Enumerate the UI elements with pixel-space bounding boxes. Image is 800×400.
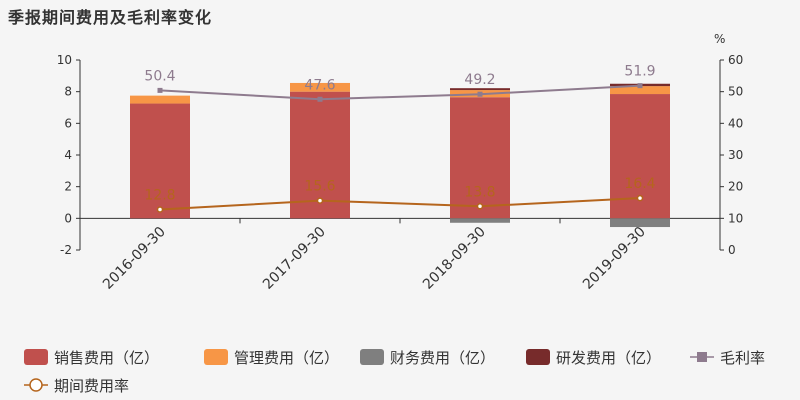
left-tick-label: 10: [57, 53, 72, 67]
left-tick-label: 8: [64, 85, 72, 99]
data-label: 49.2: [464, 72, 495, 88]
legend-swatch-marker: [697, 352, 707, 362]
line-marker: [636, 194, 644, 202]
data-label: 47.6: [304, 77, 335, 93]
data-label: 51.9: [624, 64, 655, 80]
right-tick-label: 10: [728, 211, 743, 225]
legend-label: 管理费用（亿）: [234, 349, 339, 367]
data-label: 15.6: [304, 179, 335, 195]
right-tick-label: 50: [728, 85, 743, 99]
line-marker: [316, 197, 324, 204]
legend-label: 销售费用（亿）: [54, 349, 159, 367]
left-tick-label: 0: [64, 211, 72, 225]
line-marker: [476, 203, 484, 210]
line-marker: [477, 91, 483, 97]
legend-swatch: [360, 349, 384, 365]
x-tick-label: 2016-09-30: [100, 224, 169, 293]
bar-segment: [130, 95, 190, 104]
line-marker: [157, 87, 163, 93]
right-tick-label: 0: [728, 243, 736, 257]
left-tick-label: 4: [64, 148, 72, 162]
x-tick-label: 2018-09-30: [420, 224, 489, 293]
data-label: 16.4: [624, 176, 655, 192]
legend-swatch-marker: [29, 378, 43, 392]
right-tick-label: 60: [728, 53, 743, 67]
right-axis-unit: %: [714, 32, 725, 46]
line-marker: [317, 96, 323, 102]
right-tick-label: 40: [728, 116, 743, 130]
legend-swatch: [24, 349, 48, 365]
left-tick-label: 2: [64, 180, 72, 194]
bar-segment: [450, 97, 510, 219]
data-label: 13.8: [464, 184, 495, 200]
legend-label: 财务费用（亿）: [390, 349, 495, 367]
series-line: [159, 197, 641, 211]
bar-segment: [450, 88, 510, 91]
chart-title: 季报期间费用及毛利率变化: [8, 8, 213, 27]
bar-segment: [290, 82, 350, 92]
legend-label: 研发费用（亿）: [556, 349, 661, 367]
bar-segment: [290, 91, 350, 219]
line-marker: [637, 83, 643, 89]
legend-label: 毛利率: [720, 349, 765, 367]
data-label: 12.8: [144, 187, 175, 203]
data-label: 50.4: [144, 68, 175, 84]
legend-label: 期间费用率: [54, 377, 129, 395]
bar-segment: [450, 218, 510, 223]
left-tick-label: -2: [60, 243, 72, 257]
x-tick-label: 2017-09-30: [260, 224, 329, 293]
left-tick-label: 6: [64, 116, 72, 130]
series-line: [159, 84, 641, 101]
line-marker: [156, 206, 164, 213]
legend-swatch: [204, 349, 228, 365]
right-tick-label: 30: [728, 148, 743, 162]
right-tick-label: 20: [728, 180, 743, 194]
bar-segment: [610, 218, 670, 228]
x-tick-label: 2019-09-30: [580, 224, 649, 293]
bar-segment: [130, 103, 190, 219]
legend-swatch: [526, 349, 550, 365]
bar-segment: [610, 86, 670, 95]
